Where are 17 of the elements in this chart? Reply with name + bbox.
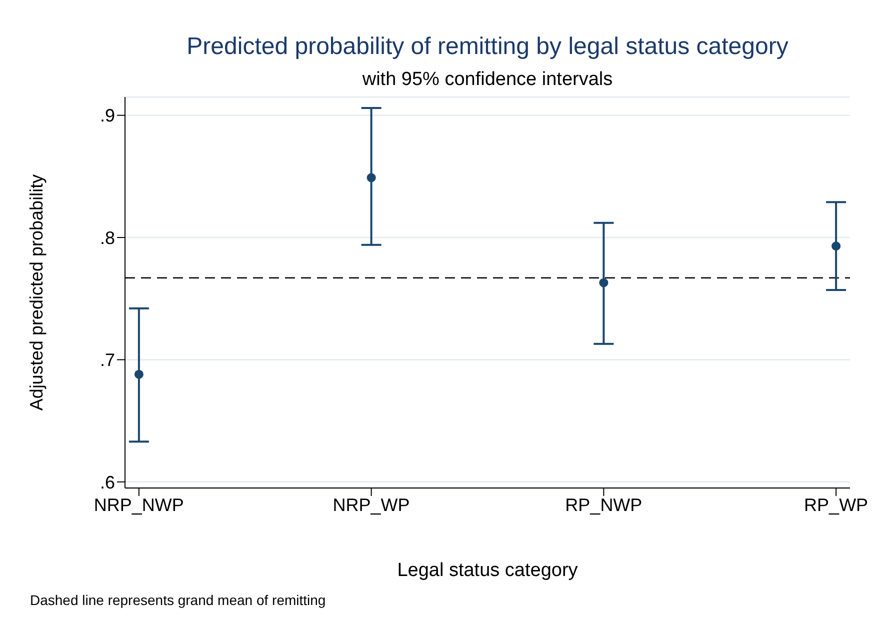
x-tick-label: NRP_WP: [332, 494, 410, 515]
x-axis-title: Legal status category: [397, 560, 578, 581]
chart-subtitle: with 95% confidence intervals: [361, 69, 614, 91]
y-tick-label: .8: [100, 228, 115, 248]
y-tick-label: .9: [100, 106, 115, 126]
point: [366, 173, 376, 182]
point: [134, 370, 144, 379]
x-tick-label: RP_WP: [804, 494, 868, 515]
y-tick-label: .7: [100, 350, 115, 370]
point: [832, 242, 841, 251]
y-tick-label: .6: [100, 472, 115, 492]
x-tick-label: RP_NWP: [565, 494, 642, 515]
text: Dashed line represents grand mean of remitting: [30, 592, 326, 608]
point: [599, 278, 608, 288]
x-tick-label: NRP_NWP: [94, 494, 184, 515]
chart-title: Predicted probability of remitting by legal status category: [186, 33, 790, 61]
y-axis-title: Adjusted predicted probability: [26, 174, 46, 411]
